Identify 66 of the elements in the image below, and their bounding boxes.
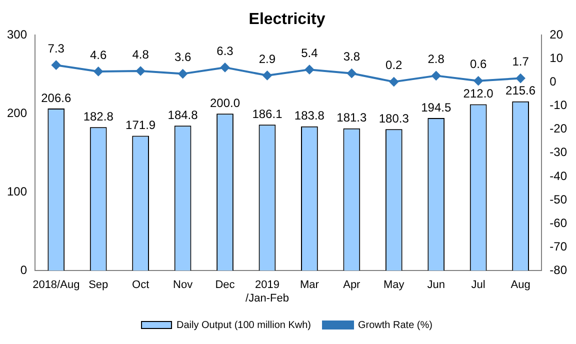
point [304,65,314,74]
x-tick-label: Mar [300,279,320,292]
data-label: 3.6 [174,50,192,64]
y-tick-label: 0 [20,262,28,277]
x-tick-label: 2019 /Jan-Feb [246,279,289,304]
data-label: 1.7 [512,54,530,69]
point [262,70,272,80]
y2-tick-label: -70 [550,239,568,254]
data-label: 206.6 [41,90,72,105]
x-tick-label: 2018/Aug [32,279,80,292]
y2-tick-label: -60 [550,216,568,230]
data-label: 7.3 [48,41,65,56]
y2-tick-label: -80 [550,262,568,277]
data-label: 4.6 [90,48,108,62]
data-label: 0.6 [470,57,487,72]
point [52,60,61,70]
point [432,71,441,80]
point [178,69,188,78]
data-label: 186.1 [252,106,283,121]
y-tick-label: 200 [6,106,28,120]
x-tick-label: Nov [173,279,194,292]
data-label: 5.4 [301,46,318,60]
point [347,68,356,78]
chart-title: Electricity [248,11,326,28]
y2-tick-label: -30 [550,145,568,160]
x-tick-label: Apr [343,279,361,292]
data-label: 171.9 [126,118,156,132]
x-tick-label: Sep [88,279,108,292]
data-label: 194.5 [421,100,452,114]
data-label: 215.6 [506,84,536,98]
point [389,77,398,86]
x-tick-label: Jun [427,279,445,292]
data-label: 212.0 [463,86,494,101]
data-label: 4.8 [132,47,150,62]
data-label: 200.0 [210,96,240,110]
point [94,66,103,76]
data-label: 6.3 [216,44,234,58]
x-tick-label: Jul [471,279,486,292]
legend-label: Daily Output (100 million Kwh) [176,320,312,331]
y2-tick-label: 20 [550,28,564,42]
y2-tick-label: 0 [550,74,557,89]
y-tick-label: 100 [6,184,28,198]
y2-tick-label: -50 [550,192,568,206]
x-tick-label: Aug [510,279,530,292]
point [516,74,526,83]
data-label: 181.3 [336,110,368,125]
y2-tick-label: 10 [550,51,564,66]
data-label: 0.2 [386,58,403,72]
data-label: 2.9 [258,52,276,66]
data-label: 3.8 [343,50,360,64]
y2-tick-label: -40 [550,168,568,183]
data-label: 2.8 [428,52,445,66]
x-tick-label: Oct [132,279,150,292]
point [474,76,483,86]
y2-tick-label: -20 [550,122,568,136]
y-tick-label: 300 [6,28,28,42]
point [136,66,146,76]
point [220,62,230,72]
y2-tick-label: -10 [550,98,568,112]
data-label: 184.8 [168,108,198,122]
x-tick-label: Dec [215,279,236,292]
x-tick-label: May [383,279,405,292]
data-label: 180.3 [378,111,410,126]
data-label: 182.8 [83,109,114,124]
legend-label: Growth Rate (%) [358,320,432,331]
data-label: 183.8 [294,108,325,123]
